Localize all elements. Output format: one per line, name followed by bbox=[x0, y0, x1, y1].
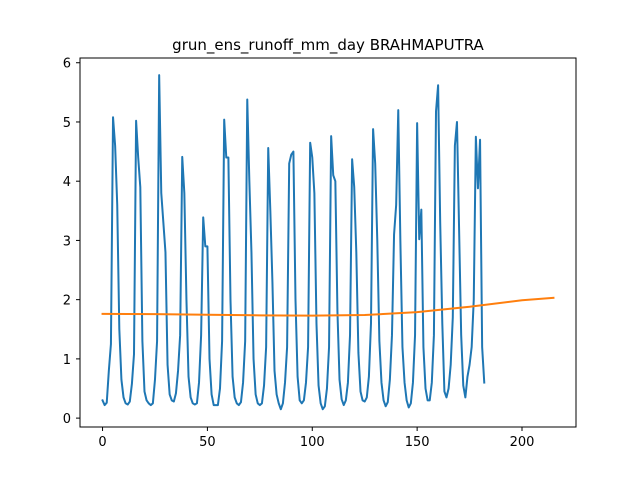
series-line-runoff bbox=[101, 74, 486, 411]
y-tick-label: 4 bbox=[63, 175, 71, 190]
y-tick-label: 5 bbox=[63, 116, 71, 131]
y-tick-label: 6 bbox=[63, 57, 71, 72]
y-tick-label: 2 bbox=[63, 294, 71, 309]
x-tick-label: 100 bbox=[300, 435, 325, 450]
y-axis: 0 1 2 3 4 5 6 bbox=[63, 57, 80, 427]
y-tick-label: 0 bbox=[63, 412, 71, 427]
x-tick-label: 0 bbox=[98, 435, 106, 450]
x-tick-label: 150 bbox=[405, 435, 430, 450]
chart-title: grun_ens_runoff_mm_day BRAHMAPUTRA bbox=[172, 36, 484, 55]
x-tick-label: 200 bbox=[510, 435, 535, 450]
y-tick-label: 3 bbox=[63, 234, 71, 249]
x-tick-label: 50 bbox=[199, 435, 216, 450]
plot-area bbox=[79, 57, 577, 428]
x-axis: 0 50 100 150 200 bbox=[98, 427, 534, 450]
y-tick-label: 1 bbox=[63, 353, 71, 368]
series-line-trend bbox=[101, 296, 555, 317]
series-layer bbox=[101, 74, 555, 411]
plot-frame bbox=[79, 57, 577, 428]
